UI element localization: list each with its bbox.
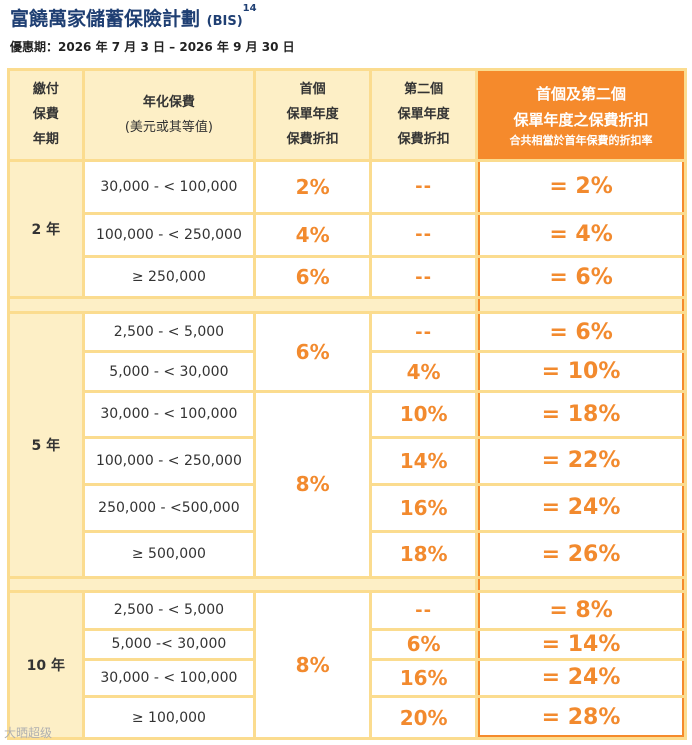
second-year-discount: 16% [372,485,476,530]
table-row: ≥ 250,000 6% -- = 6% [10,257,684,297]
header-total: 首個及第二個 保單年度之保費折扣 合共相當於首年保費的折扣率 [478,71,684,159]
premium-band: 5,000 -< 30,000 [84,630,254,658]
first-year-discount: 8% [256,593,370,737]
group-separator [10,299,684,311]
header-total-note: 合共相當於首年保費的折扣率 [509,133,653,147]
total-discount: = 26% [478,532,684,576]
second-year-discount: 20% [372,698,476,737]
premium-band: 100,000 - < 250,000 [84,438,254,483]
table-row: 100,000 - < 250,000 4% -- = 4% [10,214,684,255]
discount-table: 繳付 保費 年期 年化保費 (美元或其等值) 首個 保單年度 保費折扣 第二個 … [7,68,687,740]
table-row: 250,000 - <500,000 16% = 24% [10,485,684,530]
second-year-discount: 4% [372,353,476,391]
footnote-marker: 14 [242,3,257,14]
header-first-year: 首個 保單年度 保費折扣 [256,71,370,159]
term-10-years: 10 年 [10,593,82,737]
table-row: 5,000 - < 30,000 4% = 10% [10,353,684,391]
total-discount: = 6% [478,313,684,351]
premium-band: 2,500 - < 5,000 [84,313,254,351]
total-discount: = 6% [478,257,684,297]
total-discount: = 10% [478,353,684,391]
second-year-discount: -- [372,161,476,212]
table-row: ≥ 500,000 18% = 26% [10,532,684,576]
premium-band: 2,500 - < 5,000 [84,593,254,628]
premium-band: 30,000 - < 100,000 [84,161,254,212]
premium-band: 100,000 - < 250,000 [84,214,254,255]
watermark: 大晒超级 [4,726,53,740]
table-row: ≥ 100,000 20% = 28% [10,698,684,737]
premium-band: 250,000 - <500,000 [84,485,254,530]
premium-band: 30,000 - < 100,000 [84,393,254,436]
table-row: 5,000 -< 30,000 6% = 14% [10,630,684,658]
table-row: 10 年 2,500 - < 5,000 8% -- = 8% [10,593,684,737]
table-row: 5 年 2,500 - < 5,000 6% -- = 6% [10,313,684,576]
table-row: 100,000 - < 250,000 14% = 22% [10,438,684,483]
total-discount: = 24% [478,485,684,530]
group-separator [10,578,684,591]
first-year-discount: 6% [256,257,370,297]
total-discount: = 18% [478,393,684,436]
second-year-discount: 14% [372,438,476,483]
second-year-discount: 6% [372,630,476,658]
offer-period: 優惠期：2026 年 7 月 3 日 – 2026 年 9 月 30 日 [10,40,295,54]
premium-band: ≥ 100,000 [84,698,254,737]
header-term: 繳付 保費 年期 [10,71,82,159]
header-row: 繳付 保費 年期 年化保費 (美元或其等值) 首個 保單年度 保費折扣 第二個 … [10,71,684,159]
total-discount: = 4% [478,214,684,255]
plan-code: (BIS) [206,14,243,29]
total-discount: = 2% [478,161,684,212]
second-year-discount: 16% [372,660,476,696]
page-title: 富饒萬家儲蓄保險計劃 (BIS)14 [10,3,257,31]
premium-band: ≥ 250,000 [84,257,254,297]
first-year-discount: 2% [256,161,370,212]
second-year-discount: -- [372,214,476,255]
premium-band: 30,000 - < 100,000 [84,660,254,696]
title-text: 富饒萬家儲蓄保險計劃 [10,8,201,30]
table-row: 30,000 - < 100,000 8% 10% = 18% [10,393,684,576]
second-year-discount: -- [372,593,476,628]
table-row: 30,000 - < 100,000 16% = 24% [10,660,684,696]
header-second-year: 第二個 保單年度 保費折扣 [372,71,476,159]
total-discount: = 14% [478,630,684,658]
table-row: 2 年 30,000 - < 100,000 2% -- = 2% [10,161,684,297]
total-discount: = 28% [478,698,684,737]
premium-band: 5,000 - < 30,000 [84,353,254,391]
first-year-discount: 8% [256,393,370,576]
term-2-years: 2 年 [10,161,82,297]
second-year-discount: -- [372,313,476,351]
header-premium: 年化保費 (美元或其等值) [84,71,254,159]
first-year-discount: 6% [256,313,370,391]
term-5-years: 5 年 [10,313,82,576]
total-discount: = 24% [478,660,684,696]
first-year-discount: 4% [256,214,370,255]
second-year-discount: -- [372,257,476,297]
total-discount: = 22% [478,438,684,483]
second-year-discount: 18% [372,532,476,576]
total-discount: = 8% [478,593,684,628]
premium-band: ≥ 500,000 [84,532,254,576]
second-year-discount: 10% [372,393,476,436]
